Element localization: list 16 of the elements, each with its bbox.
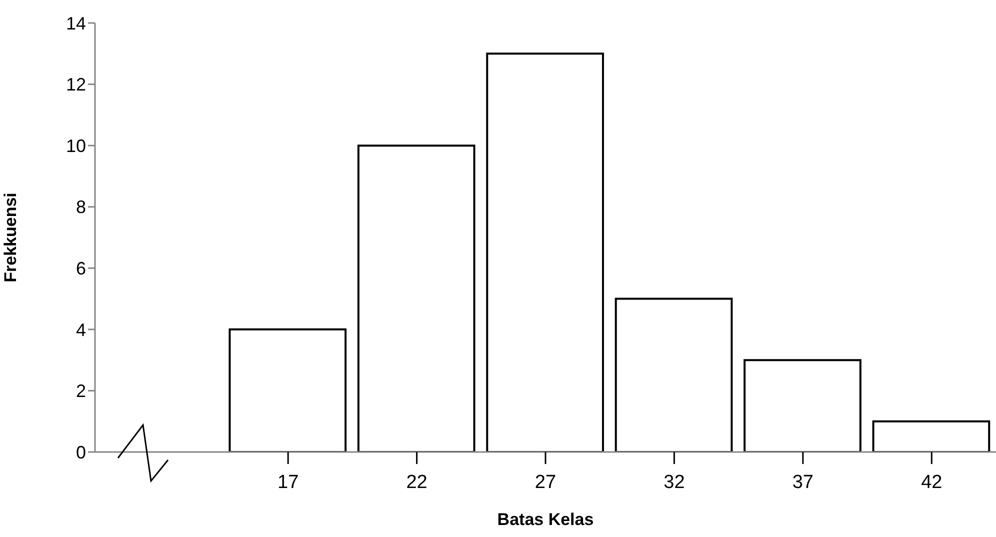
y-tick-label: 8 (76, 197, 86, 218)
x-tick-label: 22 (406, 472, 428, 493)
x-tick-label: 37 (792, 472, 814, 493)
y-tick-label: 4 (76, 320, 86, 340)
y-tick-label: 6 (76, 258, 86, 279)
y-tick-label: 14 (66, 13, 86, 34)
x-axis-title: Batas Kelas (497, 510, 594, 529)
y-tick-label: 10 (66, 136, 86, 156)
y-tick-label: 2 (76, 381, 86, 402)
y-tick-label: 12 (66, 74, 86, 95)
y-axis-title: Frekkuensi (1, 192, 20, 282)
x-tick-label: 32 (664, 472, 685, 493)
x-tick-label: 42 (921, 472, 942, 493)
y-tick-label: 0 (76, 442, 86, 462)
x-tick-label: 27 (534, 472, 556, 493)
x-tick-label: 17 (278, 472, 299, 493)
